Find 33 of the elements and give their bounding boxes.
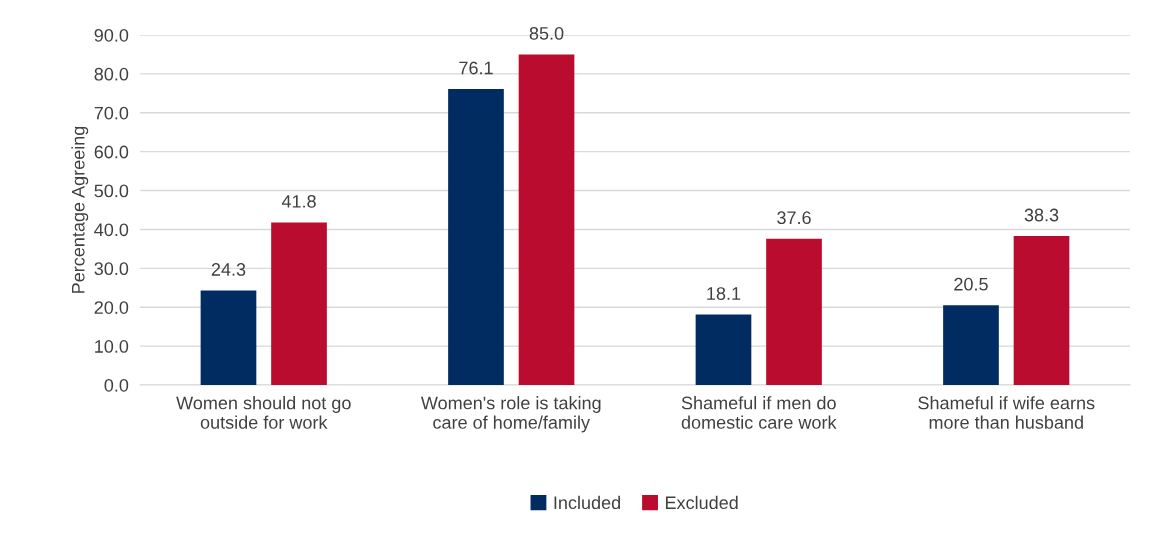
y-tick-label: 20.0 — [94, 301, 129, 314]
data-label: 41.8 — [281, 194, 316, 208]
y-tick-label: 30.0 — [94, 262, 129, 276]
y-axis-title: Percentage Agreeing — [71, 126, 89, 293]
x-tick-label: Shameful if wife earns more than husband — [918, 396, 1095, 429]
legend-label: Included — [554, 495, 620, 510]
y-tick-label: 50.0 — [94, 184, 129, 198]
bar — [518, 54, 575, 385]
data-label: 38.3 — [1024, 208, 1059, 222]
y-tick-label: 10.0 — [95, 340, 129, 353]
bar — [695, 314, 752, 385]
x-tick-label: Shameful if men do domestic care work — [681, 396, 837, 429]
y-tick-label: 70.0 — [94, 106, 129, 120]
bar — [766, 238, 822, 385]
bar — [271, 222, 327, 385]
y-tick-label: 90.0 — [94, 28, 129, 42]
y-tick-label: 0.0 — [104, 378, 129, 392]
data-label: 18.1 — [707, 287, 741, 300]
data-label: 20.5 — [954, 277, 988, 291]
y-tick-label: 40.0 — [94, 223, 129, 237]
data-label: 37.6 — [777, 211, 811, 225]
x-tick-label: Women's role is taking care of home/family — [420, 396, 601, 433]
bar — [943, 305, 999, 385]
data-label: 24.3 — [211, 263, 246, 276]
bar — [448, 89, 504, 385]
x-tick-label: Women should not go outside for work — [176, 396, 351, 429]
y-tick-label: 60.0 — [94, 145, 129, 159]
data-label: 76.1 — [459, 61, 493, 75]
bar — [200, 290, 257, 385]
y-tick-label: 80.0 — [94, 67, 129, 81]
legend-label: Excluded — [665, 495, 738, 510]
data-label: 85.0 — [529, 26, 564, 40]
bar — [1013, 236, 1070, 385]
